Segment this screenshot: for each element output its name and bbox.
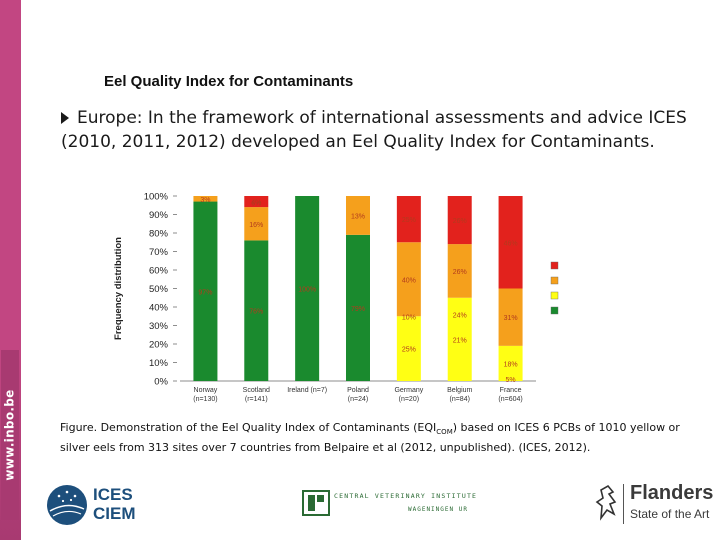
x-tick-label: Scotland [243,387,270,394]
y-tick-label: 70% [149,247,169,258]
x-tick-count: (n=604) [498,396,522,403]
y-tick-label: 10% [149,358,169,369]
bar-segment [447,297,472,381]
bar-segment [396,242,421,317]
legend-swatch [550,276,559,285]
data-label: 10% [402,314,416,321]
data-label: 6% [251,200,261,207]
ices-logo: ICES CIEM [45,483,145,529]
data-label: 4% [251,200,261,207]
data-label: 26% [453,218,467,225]
sidebar-url: www.inbo.be [1,350,19,520]
y-tick-label: 0% [154,377,168,388]
data-label: 100% [298,287,316,294]
bullet-point: Europe: In the framework of internationa… [61,106,691,154]
data-label: 26% [453,269,467,276]
legend-swatch [550,261,559,270]
flanders-text: Flanders [630,482,714,504]
ices-globe-icon [47,485,87,525]
x-tick-count: (n=24) [348,396,368,403]
y-tick-label: 30% [149,321,169,332]
bar-segment [346,234,370,381]
caption-text-part1: Figure. Demonstration of the Eel Quality… [60,421,437,434]
bullet-text: Europe: In the framework of internationa… [61,108,687,152]
caption-text-part2: ) based on ICES 6 PCBs of 1010 yellow or… [60,421,680,455]
bar-segment [396,316,421,381]
y-tick-label: 20% [149,340,169,351]
data-label: 3% [200,197,210,204]
slide-title: Eel Quality Index for Contaminants [104,73,354,90]
legend-swatch [550,291,559,300]
ices-text: ICES [93,485,133,504]
data-label: 25% [402,217,416,224]
y-tick-label: 60% [149,266,169,277]
bar-segment [193,196,218,202]
bar-segment [498,288,523,346]
x-tick-label: Germany [394,387,423,394]
x-tick-label: France [500,387,522,394]
x-tick-label: Ireland (n=7) [287,387,327,394]
bar-segment [498,196,523,289]
bar-segment [295,196,320,381]
x-tick-label: Belgium [447,387,472,394]
stacked-bar-chart: Frequency distribution 0% 10% 20% 30% 40% 50% 6… [113,192,559,403]
y-tick-label: 40% [149,303,169,314]
sidebar-url-text: www.inbo.be [3,389,18,481]
caption-subscript: COM [436,428,453,437]
bar-segment [498,345,523,381]
bar-segment [447,244,472,298]
legend-swatch [550,306,559,315]
data-label: 18% [504,361,518,368]
x-tick-count: (r=141) [245,396,268,403]
data-label: 13% [351,213,365,220]
flanders-tagline: State of the Art [630,507,710,521]
y-tick-label: 100% [144,192,169,203]
bar-segment [346,196,370,235]
data-label: 21% [453,337,467,344]
y-tick-label: 80% [149,229,169,240]
data-label: 79% [351,306,365,313]
cvi-logo: CENTRAL VETERINARY INSTITUTE WAGENINGEN … [302,490,512,520]
y-axis-label: Frequency distribution [113,237,124,340]
bar-segment [396,196,421,243]
y-tick-label: 90% [149,210,169,221]
bullet-arrow-icon [61,112,69,124]
data-label: 76% [249,309,263,316]
data-label: 24% [453,312,467,319]
x-tick-count: (n=130) [193,396,217,403]
bar-segment [193,201,218,381]
data-label: 97% [198,289,212,296]
figure-caption: Figure. Demonstration of the Eel Quality… [60,420,710,455]
data-label: 40% [402,277,416,284]
data-label: 5% [506,377,516,384]
ciem-text: CIEM [93,504,136,523]
data-label: 25% [402,347,416,354]
bar-segment [244,196,269,208]
bar-segment [447,196,472,245]
bar-segment [244,240,269,381]
flanders-logo: Flanders State of the Art [595,480,715,530]
x-tick-count: (n=84) [449,396,469,403]
flanders-divider [623,484,624,524]
data-label: 46% [504,240,518,247]
x-tick-label: Norway [194,387,218,394]
x-tick-count: (n=20) [399,396,419,403]
data-label: 31% [504,315,518,322]
cvi-emblem-icon [302,490,330,516]
y-tick-label: 50% [149,284,169,295]
flanders-lion-icon [595,484,617,521]
bar-segment [244,207,269,241]
cvi-sub: WAGENINGEN UR [408,506,468,513]
cvi-name: CENTRAL VETERINARY INSTITUTE [334,492,478,500]
x-tick-label: Poland [347,387,369,394]
data-label: 16% [249,222,263,229]
